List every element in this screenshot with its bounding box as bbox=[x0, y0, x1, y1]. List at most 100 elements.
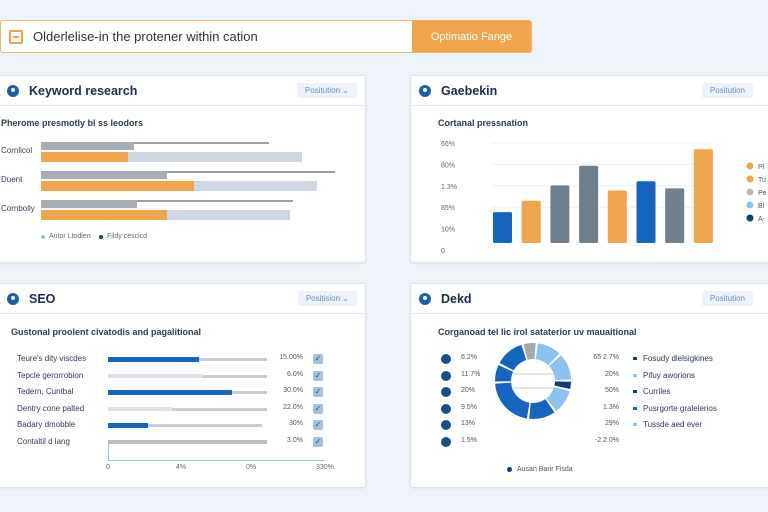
dropdown-label: Positution bbox=[304, 86, 341, 95]
info-icon bbox=[441, 403, 451, 414]
y-tick-label: 85% bbox=[441, 205, 455, 212]
legend-label: Fosudy dlelsigkines bbox=[643, 354, 713, 363]
y-tick-label: 1.3% bbox=[441, 184, 457, 191]
percent-value: 30% bbox=[288, 420, 303, 427]
legend-label: Tu bbox=[758, 177, 766, 184]
dropdown-label: Positision bbox=[305, 294, 341, 303]
optimize-button[interactable]: Optimatio Fange bbox=[412, 21, 531, 52]
legend-marker bbox=[633, 423, 637, 426]
donut-segment bbox=[499, 344, 527, 371]
checkbox-checked-icon[interactable]: ✓ bbox=[313, 387, 323, 397]
donut-segment bbox=[554, 381, 571, 390]
left-value: 9.5% bbox=[461, 403, 477, 411]
bar-fill bbox=[108, 373, 204, 378]
y-tick-label: 10% bbox=[441, 227, 455, 234]
row-label: Teure's dity viscdes bbox=[17, 354, 87, 363]
checkbox-checked-icon[interactable]: ✓ bbox=[313, 403, 323, 414]
orange-bar bbox=[41, 152, 128, 162]
panel-icon bbox=[419, 292, 431, 305]
legend-marker bbox=[633, 357, 637, 360]
percent-value: 6.0% bbox=[287, 370, 303, 378]
legend-dot bbox=[746, 201, 754, 209]
legend-label: Pusrgorte gralelerios bbox=[643, 403, 717, 413]
legend-label: Pifuy aworions bbox=[643, 370, 696, 380]
legend-dot bbox=[99, 234, 103, 239]
bar-fill bbox=[108, 423, 148, 428]
right-value: 1.3% bbox=[603, 403, 619, 411]
legend-label: Pl bbox=[758, 164, 765, 171]
position-dropdown[interactable]: Positution bbox=[701, 83, 753, 98]
bar bbox=[521, 200, 541, 243]
legend-dot bbox=[746, 175, 754, 183]
panel-icon bbox=[419, 84, 431, 97]
legend-marker bbox=[633, 390, 637, 393]
donut-segment bbox=[495, 382, 530, 419]
bar bbox=[579, 165, 599, 243]
donut-footer: Ausan Barir Fisda bbox=[507, 466, 573, 473]
x-tick-label: 0 bbox=[106, 464, 110, 471]
legend-dot bbox=[746, 214, 754, 222]
legend-item: Pusrgorte gralelerios bbox=[633, 404, 717, 413]
dropdown-label: Positution bbox=[709, 86, 745, 95]
panel-subtitle: Gustonal proolent civatodis and pagaliti… bbox=[11, 327, 202, 337]
checkbox-checked-icon[interactable]: ✓ bbox=[313, 370, 323, 381]
row-label: Duent bbox=[1, 175, 23, 184]
legend-marker bbox=[633, 406, 637, 410]
gray-bar bbox=[41, 200, 137, 208]
panel-title: Keyword research bbox=[29, 83, 138, 98]
position-dropdown[interactable]: Positution bbox=[701, 291, 753, 306]
legend-label: Curriles bbox=[643, 387, 671, 396]
bar-chart-panel: Gaebekin Positution Cortanal pressnation … bbox=[410, 75, 768, 263]
bar-fill bbox=[108, 390, 233, 395]
bar-fill bbox=[108, 406, 172, 411]
donut-labels: 6.2% 11.7% 20% 9.5% 13% 1.5% 65 2.7% 20% 50% 1.3%… bbox=[411, 284, 768, 487]
donut-panel: Dekd Positution Corganoad tel lic irol sa… bbox=[410, 283, 768, 488]
panel-subtitle: Pherome presmotly bl ss leodors bbox=[1, 118, 144, 128]
info-icon bbox=[441, 354, 451, 364]
legend-label: Autor Ltodlen bbox=[49, 233, 91, 240]
chart-subtitle: Corganoad tel lic irol sataterior uv mau… bbox=[438, 327, 637, 337]
y-axis bbox=[108, 443, 109, 460]
panel-icon bbox=[7, 84, 19, 97]
donut-segment bbox=[495, 364, 514, 382]
percent-value: 22.0% bbox=[283, 403, 303, 411]
bar bbox=[665, 188, 685, 243]
bar bbox=[693, 149, 713, 243]
bar bbox=[636, 181, 656, 243]
right-value: 50% bbox=[604, 387, 619, 394]
checkbox-checked-icon[interactable]: ✓ bbox=[313, 354, 323, 364]
legend-item: Pifuy aworions bbox=[633, 371, 695, 380]
legend-label: Fildy cescicd bbox=[107, 233, 148, 240]
legend-label: A- bbox=[758, 216, 766, 223]
panel-title: SEO bbox=[29, 291, 56, 306]
position-dropdown[interactable]: Positution ⌄ bbox=[296, 83, 357, 98]
checkbox-checked-icon[interactable]: ✓ bbox=[313, 420, 323, 430]
percent-value: 3.0% bbox=[287, 436, 303, 444]
right-value: 20% bbox=[604, 370, 619, 378]
document-icon bbox=[9, 29, 23, 44]
topic-input[interactable]: Olderlelise-in the protener within catio… bbox=[1, 21, 412, 52]
bar bbox=[607, 190, 627, 243]
row-label: Dentry cone palted bbox=[17, 403, 85, 413]
footer-dot bbox=[507, 467, 512, 472]
optimize-bar: Olderlelise-in the protener within catio… bbox=[0, 20, 532, 53]
row-label: Tepcle gerorrobion bbox=[17, 370, 84, 380]
y-tick-label: 0 bbox=[441, 248, 445, 255]
bar-track bbox=[108, 407, 267, 411]
position-dropdown[interactable]: Positision ⌄ bbox=[297, 291, 357, 306]
bar-chart: 66% 80% 1.3% 85% 10% 0 Pl Tu Pe Bl A- bbox=[441, 141, 767, 255]
left-value: 1.5% bbox=[461, 436, 477, 444]
footer-label: Ausan Barir Fisda bbox=[517, 466, 573, 473]
info-icon bbox=[441, 436, 451, 447]
checkbox-checked-icon[interactable]: ✓ bbox=[313, 436, 323, 447]
info-icon bbox=[441, 420, 451, 430]
donut-chart bbox=[495, 343, 571, 419]
panel-icon bbox=[7, 292, 19, 305]
row-label: Contaltil d lang bbox=[17, 436, 70, 446]
gray-line bbox=[41, 142, 269, 144]
legend-label: Pe bbox=[758, 190, 767, 197]
legend-dot bbox=[746, 162, 754, 170]
info-icon bbox=[441, 370, 451, 381]
row-label: Cornbolly bbox=[1, 204, 35, 213]
bar-track bbox=[108, 424, 263, 427]
